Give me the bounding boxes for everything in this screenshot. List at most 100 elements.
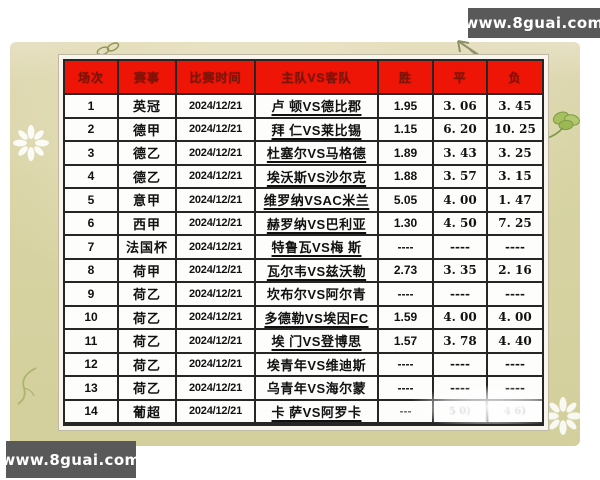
- table-row: 2 德甲 2024/12/21 拜 仁VS莱比锡 1.15 6. 20 10. 25: [65, 118, 542, 142]
- cell-teams: 特鲁瓦VS梅 斯: [256, 236, 379, 258]
- cell-loss-odds: 3. 15: [498, 169, 532, 184]
- cell-match-no: 5: [65, 189, 119, 211]
- cell-league: 荷乙: [119, 306, 177, 328]
- odds-table: 场次 赛事 比赛时间 主队VS客队胜平负 1 英冠 2024/12/21 卢 顿VS德比郡 1…: [59, 55, 548, 430]
- cell-teams: 赫罗纳VS巴利亚: [256, 212, 379, 234]
- column-header-draw: 平: [434, 61, 488, 93]
- cell-win-odds: ----: [379, 377, 434, 399]
- cell-match-no: 7: [65, 236, 119, 258]
- table-row: 12 荷乙 2024/12/21 埃青年VS维迪斯 ---- ---- ----: [65, 353, 542, 377]
- cell-match-time: 2024/12/21: [177, 377, 256, 399]
- cell-league: 荷甲: [119, 259, 177, 281]
- column-header-win: 胜: [379, 61, 434, 93]
- cell-loss-odds: ----: [505, 380, 525, 395]
- cell-win-odds: 1.30: [379, 212, 434, 234]
- cell-teams: 卡 萨VS阿罗卡: [256, 400, 379, 422]
- column-header-loss: 负: [508, 70, 522, 85]
- cell-teams: 坎布尔VS阿尔青: [256, 283, 379, 305]
- cell-match-time: 2024/12/21: [177, 189, 256, 211]
- watermark-bottom-left: www.8guai.com: [1, 441, 140, 478]
- cell-match-time: 2024/12/21: [177, 95, 256, 117]
- cell-teams: 埃青年VS维迪斯: [256, 353, 379, 375]
- cell-draw-odds: 4. 00: [434, 189, 488, 211]
- cell-match-no: 12: [65, 353, 119, 375]
- cell-draw-odds: 3. 43: [434, 142, 488, 164]
- cell-teams: 杜塞尔VS马格德: [256, 142, 379, 164]
- table-row: 13 荷乙 2024/12/21 乌青年VS海尔蒙 ---- ---- ----: [65, 377, 542, 401]
- cell-win-odds: ----: [379, 353, 434, 375]
- table-row: 10 荷乙 2024/12/21 多德勒VS埃因FC 1.59 4. 00 4. 00: [65, 306, 542, 330]
- cell-draw-odds: 3. 35: [434, 259, 488, 281]
- cell-win-odds: 1.59: [379, 306, 434, 328]
- table-row: 6 西甲 2024/12/21 赫罗纳VS巴利亚 1.30 4. 50 7. 25: [65, 212, 542, 236]
- column-header-teams: 主队VS客队: [256, 61, 379, 93]
- cell-loss-odds: 4. 40: [498, 333, 532, 348]
- cell-teams: 埃沃斯VS沙尔克: [256, 165, 379, 187]
- cell-win-odds: 5.05: [379, 189, 434, 211]
- cell-match-no: 14: [65, 400, 119, 422]
- table-row: 5 意甲 2024/12/21 维罗纳VSAC米兰 5.05 4. 00 1. 47: [65, 189, 542, 213]
- cell-win-odds: ----: [379, 283, 434, 305]
- cell-league: 荷乙: [119, 353, 177, 375]
- table-row: 9 荷乙 2024/12/21 坎布尔VS阿尔青 ---- ---- ----: [65, 283, 542, 307]
- watermark-top-right: www.8guai.com: [464, 8, 600, 38]
- table-row: 3 德乙 2024/12/21 杜塞尔VS马格德 1.89 3. 43 3. 25: [65, 142, 542, 166]
- cell-loss-odds: 2. 16: [498, 263, 532, 278]
- cell-league: 荷乙: [119, 283, 177, 305]
- cell-league: 德乙: [119, 142, 177, 164]
- cell-loss-odds: 1. 47: [498, 192, 532, 207]
- cell-loss-odds: 10. 25: [494, 122, 536, 137]
- cell-win-odds: 1.95: [379, 95, 434, 117]
- cell-teams: 瓦尔韦VS兹沃勒: [256, 259, 379, 281]
- cell-loss-odds: ----: [505, 286, 525, 301]
- table-row: 4 德乙 2024/12/21 埃沃斯VS沙尔克 1.88 3. 57 3. 15: [65, 165, 542, 189]
- cell-league: 荷乙: [119, 377, 177, 399]
- odds-table-grid: 场次 赛事 比赛时间 主队VS客队胜平负 1 英冠 2024/12/21 卢 顿VS德比郡 1…: [63, 59, 544, 426]
- cell-match-no: 11: [65, 330, 119, 352]
- cell-win-odds: ---: [379, 400, 434, 422]
- cell-draw-odds: 4. 00: [434, 306, 488, 328]
- cell-match-no: 9: [65, 283, 119, 305]
- cell-match-no: 3: [65, 142, 119, 164]
- cell-league: 德甲: [119, 118, 177, 140]
- cell-loss-odds: ----: [505, 357, 525, 372]
- cell-draw-odds: 6. 20: [434, 118, 488, 140]
- cell-match-time: 2024/12/21: [177, 283, 256, 305]
- cell-match-no: 1: [65, 95, 119, 117]
- cell-match-time: 2024/12/21: [177, 306, 256, 328]
- watermark-text: www.8guai.com: [1, 450, 141, 469]
- cell-teams: 埃 门VS登博思: [256, 330, 379, 352]
- cell-draw-odds: 3. 57: [434, 165, 488, 187]
- column-header-league: 赛事: [119, 61, 177, 93]
- cell-match-time: 2024/12/21: [177, 353, 256, 375]
- cell-draw-odds: 3. 78: [434, 330, 488, 352]
- cell-draw-odds: ----: [434, 353, 488, 375]
- cell-loss-odds: 4. 00: [498, 310, 532, 325]
- cell-league: 西甲: [119, 212, 177, 234]
- cell-match-no: 4: [65, 165, 119, 187]
- cell-draw-odds: 5 0): [433, 399, 489, 423]
- cell-win-odds: 1.89: [379, 142, 434, 164]
- cell-draw-odds: 4. 50: [434, 212, 488, 234]
- cell-win-odds: 2.73: [379, 259, 434, 281]
- cell-league: 葡超: [119, 400, 177, 422]
- cell-teams: 乌青年VS海尔蒙: [256, 377, 379, 399]
- cell-loss-odds: 7. 25: [498, 216, 532, 231]
- cell-teams: 卢 顿VS德比郡: [256, 95, 379, 117]
- cell-teams: 拜 仁VS莱比锡: [256, 118, 379, 140]
- cell-match-no: 6: [65, 212, 119, 234]
- cell-match-time: 2024/12/21: [177, 165, 256, 187]
- table-header-row: 场次 赛事 比赛时间 主队VS客队胜平 负: [65, 61, 542, 95]
- cell-loss-odds: 3. 25: [498, 145, 532, 160]
- cell-league: 德乙: [119, 165, 177, 187]
- table-row: 1 英冠 2024/12/21 卢 顿VS德比郡 1.95 3. 06 3. 45: [65, 95, 542, 119]
- cell-match-time: 2024/12/21: [177, 142, 256, 164]
- table-row: 14 葡超 2024/12/21 卡 萨VS阿罗卡 --- 5 0) 4 6): [65, 399, 542, 424]
- cell-teams: 多德勒VS埃因FC: [256, 306, 379, 328]
- cell-match-time: 2024/12/21: [177, 259, 256, 281]
- cell-match-time: 2024/12/21: [177, 330, 256, 352]
- cell-win-odds: 1.15: [379, 118, 434, 140]
- cell-loss-odds: 3. 45: [498, 98, 532, 113]
- cell-match-time: 2024/12/21: [177, 400, 256, 422]
